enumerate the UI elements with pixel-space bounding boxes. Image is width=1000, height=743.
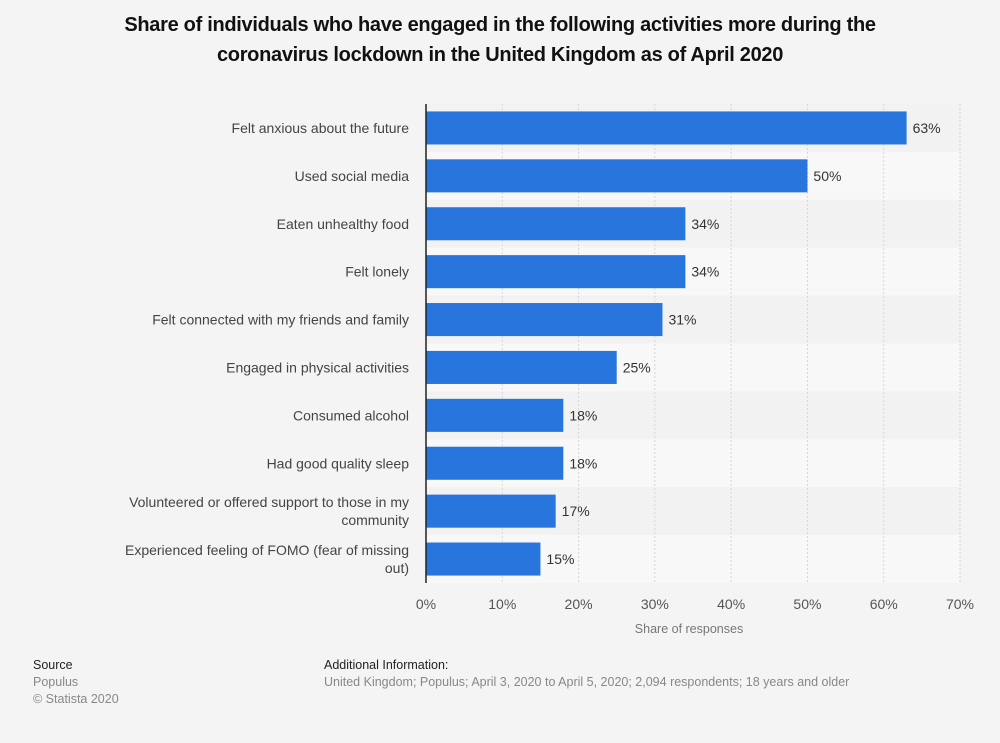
bar[interactable] — [426, 111, 907, 145]
bar[interactable] — [426, 207, 686, 241]
category-label: Felt lonely — [345, 264, 409, 280]
bar[interactable] — [426, 350, 617, 384]
x-tick-labels: 0% 10% 20% 30% 40% 50% 60% 70% — [416, 596, 974, 612]
value-label: 15% — [546, 551, 574, 567]
category-label: Used social media — [295, 168, 410, 184]
x-axis-title: Share of responses — [635, 622, 743, 636]
bar[interactable] — [426, 159, 808, 193]
additional-info-text: United Kingdom; Populus; April 3, 2020 t… — [324, 675, 850, 689]
copyright: © Statista 2020 — [33, 692, 119, 706]
value-label: 34% — [691, 264, 719, 280]
chart-title-line-1: Share of individuals who have engaged in… — [124, 14, 876, 36]
x-tick-label: 50% — [793, 596, 821, 612]
category-label-line: Experienced feeling of FOMO (fear of mis… — [125, 542, 409, 558]
category-label-line: Felt anxious about the future — [232, 120, 410, 136]
x-tick-label: 20% — [565, 596, 593, 612]
value-label: 50% — [813, 168, 841, 184]
category-label: Consumed alcohol — [293, 407, 409, 423]
bar[interactable] — [426, 398, 564, 432]
category-label-line: Felt lonely — [345, 264, 409, 280]
value-label: 18% — [569, 407, 597, 423]
value-label: 34% — [691, 216, 719, 232]
chart-title-line-2: coronavirus lockdown in the United Kingd… — [216, 44, 784, 66]
category-label-line: Felt connected with my friends and famil… — [152, 312, 409, 328]
x-tick-label: 10% — [488, 596, 516, 612]
category-label-line: Used social media — [295, 168, 410, 184]
category-label: Experienced feeling of FOMO (fear of mis… — [125, 542, 409, 576]
additional-info-section: Additional Information: United Kingdom; … — [324, 657, 849, 691]
value-labels: 63% 50% 34% 34% 31% 25% 18% 18% 17% 15% — [546, 120, 940, 567]
category-label: Felt anxious about the future — [232, 120, 410, 136]
value-label: 31% — [668, 312, 696, 328]
category-label-line: Had good quality sleep — [267, 455, 410, 471]
source-name[interactable]: Populus — [33, 675, 79, 689]
category-label: Engaged in physical activities — [226, 359, 409, 375]
category-label-line: Volunteered or offered support to those … — [129, 494, 409, 510]
bars — [426, 111, 907, 576]
value-label: 18% — [569, 455, 597, 471]
value-label: 25% — [623, 359, 651, 375]
category-label-line: community — [341, 512, 409, 528]
category-label-line: Eaten unhealthy food — [277, 216, 409, 232]
bar-chart: Felt anxious about the future Used social… — [125, 104, 974, 636]
x-tick-label: 40% — [717, 596, 745, 612]
x-tick-label: 60% — [870, 596, 898, 612]
chart-title: Share of individuals who have engaged in… — [0, 10, 1000, 70]
category-label-line: out) — [385, 560, 409, 576]
bar[interactable] — [426, 446, 564, 480]
category-label-line: Consumed alcohol — [293, 407, 409, 423]
x-tick-label: 0% — [416, 596, 436, 612]
value-label: 63% — [913, 120, 941, 136]
additional-info-heading: Additional Information: — [324, 658, 449, 672]
source-heading: Source — [33, 658, 73, 672]
x-tick-label: 30% — [641, 596, 669, 612]
category-label: Felt connected with my friends and famil… — [152, 312, 409, 328]
value-label: 17% — [562, 503, 590, 519]
bar[interactable] — [426, 303, 663, 337]
category-label-line: Engaged in physical activities — [226, 359, 409, 375]
bar[interactable] — [426, 255, 686, 289]
category-label: Eaten unhealthy food — [277, 216, 409, 232]
bar[interactable] — [426, 542, 541, 576]
category-label: Had good quality sleep — [267, 455, 410, 471]
x-tick-label: 70% — [946, 596, 974, 612]
category-labels: Felt anxious about the future Used social… — [125, 120, 409, 576]
category-label: Volunteered or offered support to those … — [129, 494, 409, 528]
bar[interactable] — [426, 494, 556, 528]
source-section: Source Populus © Statista 2020 — [33, 657, 119, 708]
